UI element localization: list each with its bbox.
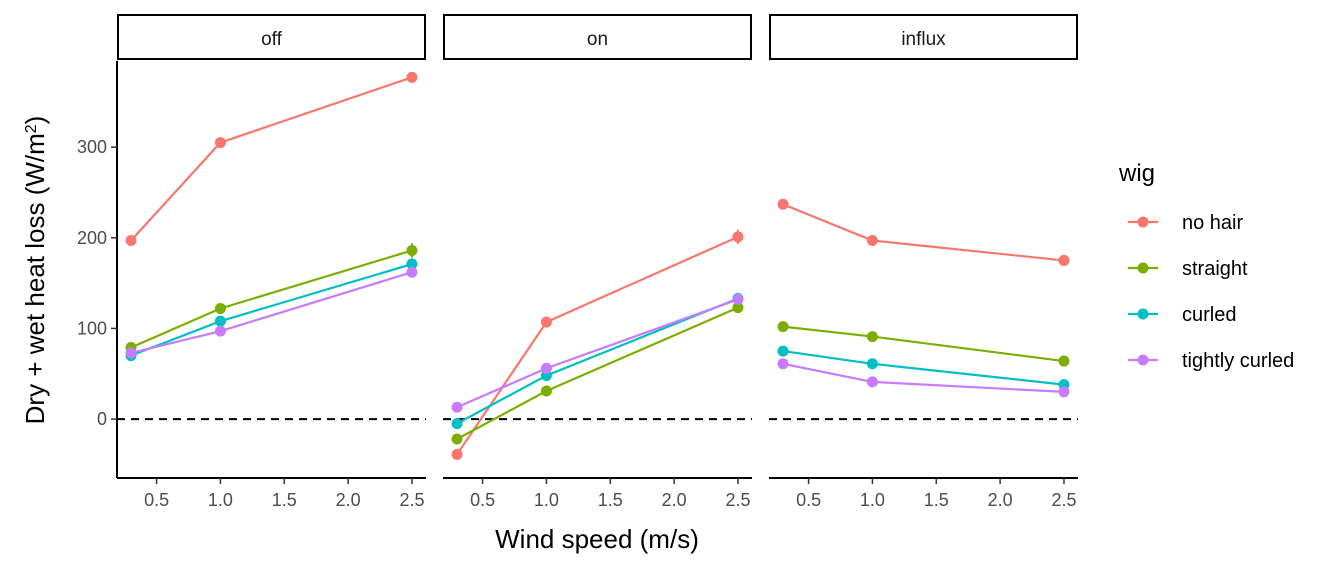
x-tick-label-on-2.0: 2.0 (662, 490, 687, 510)
panel-off: off 0.5 1.0 1.5 2.0 2.5 (117, 14, 426, 510)
x-tick-label-on-1.5: 1.5 (598, 490, 623, 510)
x-tick-label-on-1.0: 1.0 (534, 490, 559, 510)
y-axis-title-close: ) (20, 116, 50, 125)
data-point-influx-straight-1 (866, 331, 878, 343)
data-point-off-no-hair-2 (406, 71, 418, 83)
series-line-influx-straight (782, 325, 1065, 363)
data-point-on-no-hair-2 (732, 231, 744, 243)
legend-entries: no hair straight curled tightly curled (1128, 212, 1294, 372)
legend-title: wig (1118, 160, 1155, 187)
x-tick-label-off-0.5: 0.5 (144, 490, 169, 510)
data-point-influx-tightly-curled-2 (1058, 386, 1070, 398)
x-tick-label-influx-2.5: 2.5 (1051, 490, 1076, 510)
x-tick-label-off-2.0: 2.0 (336, 490, 361, 510)
data-point-on-straight-1 (540, 385, 552, 397)
y-axis-title-main: Dry + wet heat loss (W/m (20, 133, 50, 424)
strip-off (117, 14, 426, 60)
legend-item-straight: straight (1128, 258, 1248, 280)
x-tick-label-off-1.5: 1.5 (272, 490, 297, 510)
legend-item-tightly-curled: tightly curled (1128, 350, 1294, 372)
data-point-influx-tightly-curled-1 (866, 376, 878, 388)
panel-on: on 0.5 1.0 1.5 2.0 2.5 (443, 14, 752, 510)
data-point-influx-tightly-curled-0 (777, 358, 789, 370)
x-axis-title: Wind speed (m/s) (495, 524, 699, 554)
series-line-off-straight (130, 249, 413, 349)
legend-key-point-straight (1137, 262, 1149, 274)
x-tick-label-on-0.5: 0.5 (470, 490, 495, 510)
data-point-influx-curled-0 (777, 345, 789, 357)
data-point-off-no-hair-0 (125, 234, 137, 246)
legend-key-point-curled (1137, 308, 1149, 320)
data-point-influx-straight-2 (1058, 355, 1070, 367)
legend-key-point-tightly-curled (1137, 354, 1149, 366)
data-point-influx-curled-1 (866, 358, 878, 370)
y-tick-label-0: 0 (97, 409, 107, 429)
x-tick-label-influx-0.5: 0.5 (796, 490, 821, 510)
data-point-off-straight-2 (406, 244, 418, 256)
data-point-on-no-hair-1 (540, 316, 552, 328)
data-point-on-tightly-curled-0 (451, 401, 463, 413)
series-line-influx-no-hair (782, 203, 1065, 262)
data-point-off-curled-1 (214, 315, 226, 327)
x-tick-label-influx-1.0: 1.0 (860, 490, 885, 510)
y-tick-label-300: 300 (77, 137, 107, 157)
data-point-off-curled-2 (406, 258, 418, 270)
data-point-off-tightly-curled-0 (125, 347, 137, 359)
legend: wig no hair straight curled tightly curled (1118, 160, 1294, 372)
y-tick-label-200: 200 (77, 228, 107, 248)
x-tick-label-off-1.0: 1.0 (208, 490, 233, 510)
data-point-influx-straight-0 (777, 321, 789, 333)
legend-item-no-hair: no hair (1128, 212, 1243, 234)
strip-influx (769, 14, 1078, 60)
series-line-off-tightly-curled (130, 271, 413, 354)
strip-label-on: on (587, 29, 608, 50)
y-axis: 0 100 200 300 (77, 61, 118, 478)
strip-label-off: off (261, 29, 283, 50)
legend-label-no-hair: no hair (1182, 212, 1243, 234)
panel-influx: influx 0.5 1.0 1.5 2.0 2.5 (769, 14, 1078, 510)
data-point-influx-no-hair-2 (1058, 254, 1070, 266)
series-line-on-no-hair (456, 235, 739, 456)
data-point-off-straight-1 (214, 302, 226, 314)
x-tick-label-influx-2.0: 2.0 (988, 490, 1013, 510)
y-axis-title: Dry + wet heat loss (W/m2) (20, 116, 50, 425)
data-point-off-no-hair-1 (214, 137, 226, 149)
legend-item-curled: curled (1128, 304, 1236, 326)
data-point-on-tightly-curled-2 (732, 293, 744, 305)
x-tick-label-on-2.5: 2.5 (725, 490, 750, 510)
strip-on (443, 14, 752, 60)
x-tick-label-influx-1.5: 1.5 (924, 490, 949, 510)
data-point-on-curled-0 (451, 418, 463, 430)
legend-label-tightly-curled: tightly curled (1182, 350, 1294, 372)
strip-label-influx: influx (901, 29, 946, 50)
series-line-off-no-hair (130, 76, 413, 242)
data-point-on-straight-0 (451, 433, 463, 445)
data-point-on-straight-2 (732, 302, 744, 314)
legend-label-curled: curled (1182, 304, 1236, 326)
legend-label-straight: straight (1182, 258, 1248, 280)
data-point-off-tightly-curled-2 (406, 266, 418, 278)
y-tick-label-100: 100 (77, 318, 107, 338)
data-point-on-tightly-curled-1 (540, 362, 552, 374)
data-point-off-tightly-curled-1 (214, 325, 226, 337)
data-point-influx-no-hair-1 (866, 234, 878, 246)
y-axis-title-sup: 2 (23, 124, 40, 133)
data-point-influx-no-hair-0 (777, 198, 789, 210)
series-line-on-curled (456, 297, 739, 425)
data-point-on-no-hair-0 (451, 448, 463, 460)
x-tick-label-off-2.5: 2.5 (399, 490, 424, 510)
series-line-influx-tightly-curled (782, 362, 1065, 393)
legend-key-point-no-hair (1137, 216, 1149, 228)
